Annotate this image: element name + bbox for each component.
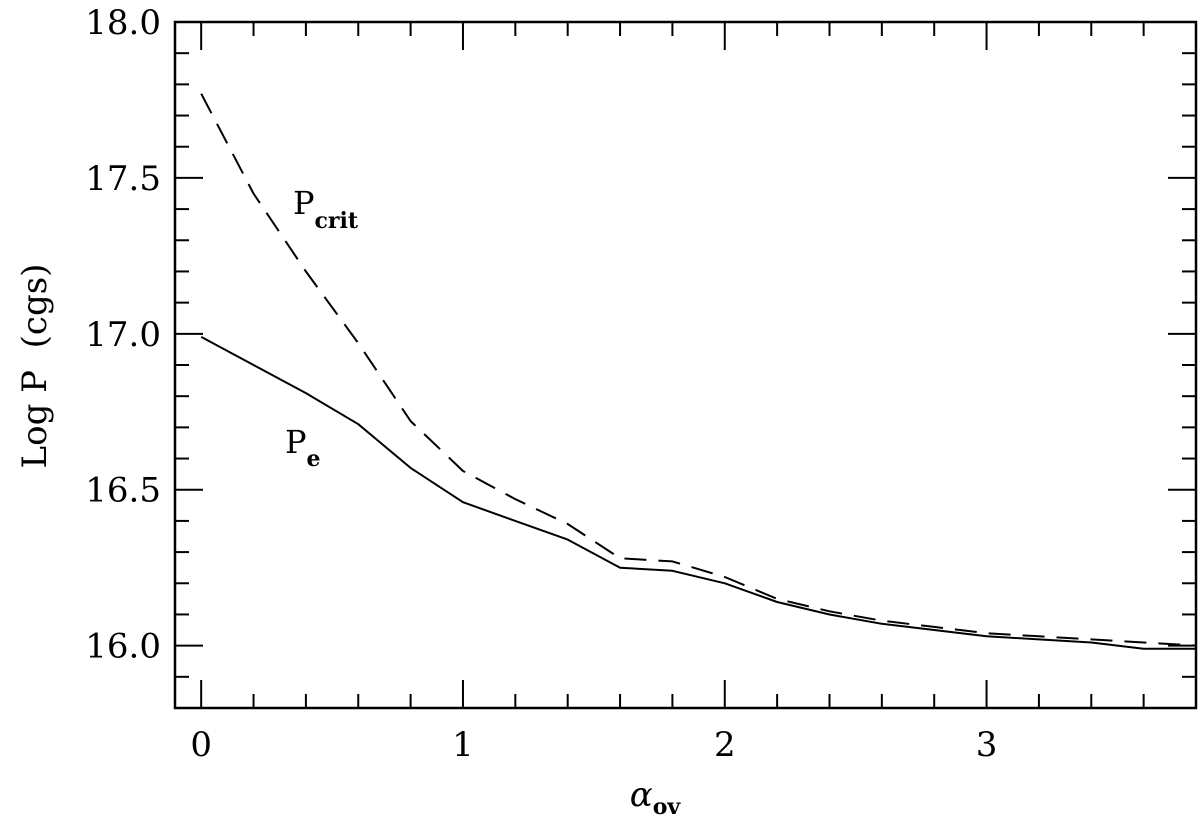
x-tick-label: 2 bbox=[714, 725, 736, 765]
y-tick-label: 17.0 bbox=[85, 315, 161, 355]
plot-frame bbox=[173, 20, 1198, 710]
minor-ticks bbox=[175, 22, 1196, 709]
series-label-pe-main: P bbox=[285, 423, 307, 461]
series-line-pe bbox=[200, 336, 1196, 650]
series-label-pcrit: Pcrit bbox=[293, 184, 359, 234]
x-axis-title-main: α bbox=[630, 775, 653, 815]
y-tick-label: 16.0 bbox=[85, 627, 161, 667]
series-line-pcrit bbox=[200, 93, 1197, 647]
series-label-pe-sub: e bbox=[307, 446, 321, 472]
x-axis-title-sub: ov bbox=[653, 794, 682, 818]
major-ticks bbox=[175, 21, 1196, 708]
y-tick-label: 18.0 bbox=[85, 3, 161, 43]
x-axis-title: αov bbox=[630, 775, 682, 818]
x-tick-label: 0 bbox=[190, 725, 212, 765]
series-label-pcrit-main: P bbox=[293, 184, 315, 222]
tick-labels: 0 1 2 3 16.0 16.5 17.0 17.5 18.0 bbox=[85, 3, 997, 765]
series-label-pe: Pe bbox=[285, 423, 321, 472]
y-tick-label: 17.5 bbox=[85, 159, 161, 199]
series-label-pcrit-sub: crit bbox=[315, 208, 359, 234]
x-tick-label: 1 bbox=[452, 725, 474, 765]
y-tick-label: 16.5 bbox=[85, 471, 161, 511]
x-tick-label: 3 bbox=[976, 725, 998, 765]
y-axis-title: Log P (cgs) bbox=[15, 264, 55, 469]
series-lines bbox=[200, 93, 1197, 650]
